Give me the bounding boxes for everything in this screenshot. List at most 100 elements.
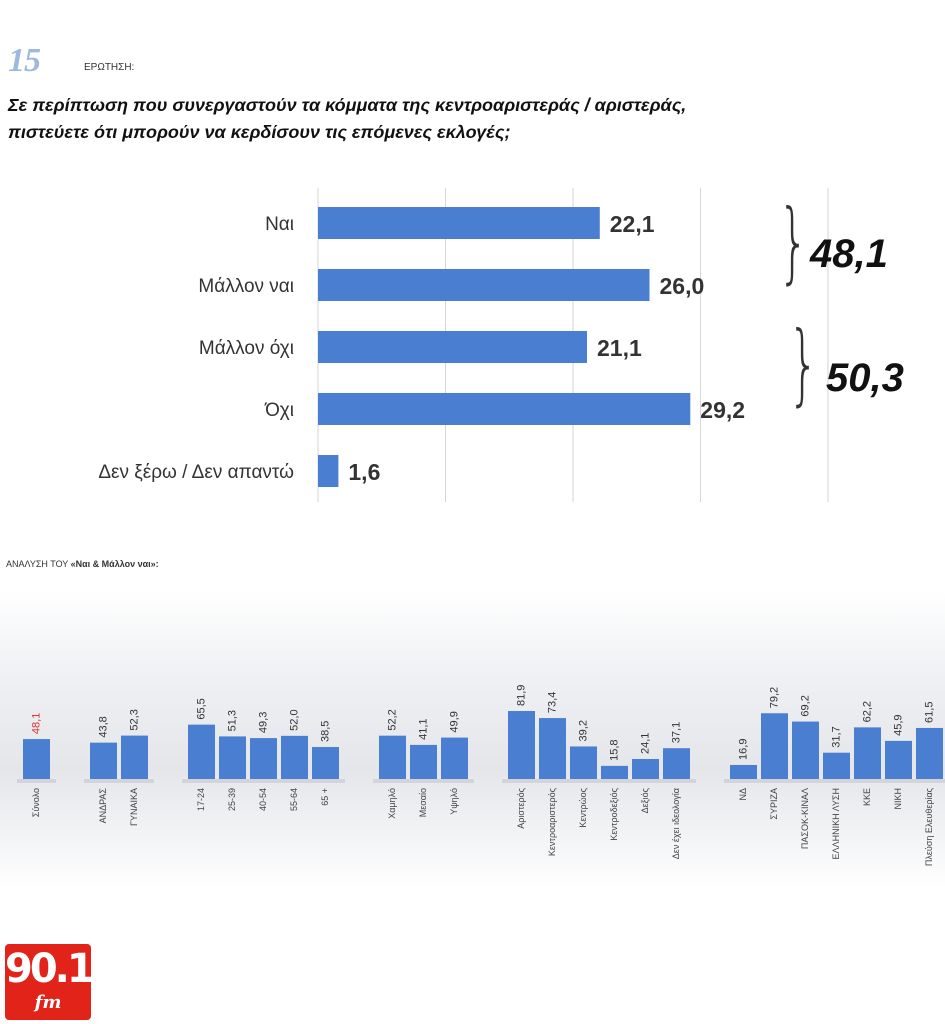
question-label: ΕΡΩΤΗΣΗ: xyxy=(84,62,135,73)
category-label: 40-54 xyxy=(258,788,268,811)
category-label: Δεν ξέρω / Δεν απαντώ xyxy=(98,462,294,483)
category-label: 17-24 xyxy=(196,788,206,811)
category-label: Κεντροδεξιός xyxy=(609,787,619,840)
value-label: 81,9 xyxy=(515,685,527,706)
category-label: 55-64 xyxy=(289,788,299,811)
group-shadow xyxy=(182,779,345,783)
value-label: 49,9 xyxy=(448,711,460,732)
category-label: ΝΔ xyxy=(738,788,748,801)
category-label: ΝΙΚΗ xyxy=(893,788,903,810)
bar xyxy=(219,736,246,779)
value-label: 16,9 xyxy=(737,739,749,760)
value-label: 37,1 xyxy=(670,722,682,743)
value-label: 38,5 xyxy=(319,721,331,742)
value-label: 43,8 xyxy=(97,716,109,737)
value-label: 52,3 xyxy=(128,709,140,730)
group-shadow xyxy=(724,779,945,783)
bar xyxy=(121,735,148,779)
value-label: 61,5 xyxy=(923,702,935,723)
no-total: 50,3 xyxy=(826,356,904,400)
category-label: ΕΛΛΗΝΙΚΗ ΛΥΣΗ xyxy=(831,788,841,859)
analysis-subject: «Ναι & Μάλλον ναι»: xyxy=(70,559,159,569)
category-label: ΠΑΣΟΚ-ΚΙΝΑΛ xyxy=(800,788,810,849)
category-label: Σύνολο xyxy=(31,788,41,817)
bar xyxy=(539,718,566,779)
category-label: Δεν έχει ιδεολογία xyxy=(671,788,681,859)
bar xyxy=(632,758,659,779)
value-label: 31,7 xyxy=(830,726,842,747)
category-label: Μεσαίο xyxy=(418,788,428,817)
value-label: 41,1 xyxy=(417,718,429,739)
category-label: Χαμηλό xyxy=(387,788,397,819)
category-label: Όχι xyxy=(264,400,294,421)
category-label: Μάλλον ναι xyxy=(198,276,294,297)
bar xyxy=(792,721,819,779)
category-label: Κεντρώος xyxy=(578,787,588,827)
bar xyxy=(885,740,912,779)
category-label: Αριστερός xyxy=(516,787,526,828)
bar xyxy=(410,744,437,779)
value-label: 48,1 xyxy=(30,713,42,734)
bar xyxy=(570,746,597,779)
breakdown-bar-chart: 48,1 Σύνολο 43,8 ΑΝΔΡΑΣ 52,3 ΓΥΝΑΙΚΑ 65,5 17-24… xyxy=(17,685,945,866)
value-label: 15,8 xyxy=(608,739,620,760)
value-label: 52,2 xyxy=(386,709,398,730)
category-label: Υψηλό xyxy=(449,788,459,815)
group-shadow xyxy=(17,779,56,783)
value-label: 29,2 xyxy=(700,397,745,423)
group-shadow xyxy=(84,779,154,783)
yes-total: 48,1 xyxy=(810,232,888,276)
analysis-prefix: ΑΝΑΛΥΣΗ ΤΟΥ xyxy=(6,559,71,569)
bar xyxy=(601,765,628,779)
category-label: 65 + xyxy=(320,788,330,806)
category-label: Κεντροαριστερός xyxy=(547,787,557,856)
bar xyxy=(663,748,690,779)
bar xyxy=(854,727,881,779)
category-label: Μάλλον όχι xyxy=(199,338,294,359)
no-brace: } xyxy=(788,312,819,415)
question-title-line1: Σε περίπτωση που συνεργαστούν τα κόμματα… xyxy=(8,95,687,115)
bar xyxy=(318,393,691,425)
value-label: 79,2 xyxy=(768,687,780,708)
radio-logo: 90.1 fm xyxy=(5,944,95,1020)
bar xyxy=(318,207,600,239)
value-label: 52,0 xyxy=(288,709,300,730)
value-label: 73,4 xyxy=(546,692,558,713)
category-label: Πλεύση Ελευθερίας xyxy=(924,787,934,866)
bar xyxy=(761,713,788,779)
bar xyxy=(250,738,277,779)
analysis-label: ΑΝΑΛΥΣΗ ΤΟΥ «Ναι & Μάλλον ναι»: xyxy=(6,559,159,569)
category-label: Ναι xyxy=(265,214,294,235)
bar xyxy=(318,269,650,301)
question-title: Σε περίπτωση που συνεργαστούν τα κόμματα… xyxy=(8,92,938,146)
bar xyxy=(281,735,308,779)
bar xyxy=(90,742,117,779)
value-label: 65,5 xyxy=(195,698,207,719)
value-label: 24,1 xyxy=(639,733,651,754)
bar xyxy=(508,711,535,779)
yes-brace: } xyxy=(778,190,809,293)
logo-suffix: fm xyxy=(34,992,62,1013)
bar xyxy=(188,724,215,779)
value-label: 39,2 xyxy=(577,720,589,741)
answers-bar-chart: Ναι 22,1 Μάλλον ναι 26,0 Μάλλον όχι 21,1 Όχι 29… xyxy=(98,188,829,502)
bar xyxy=(441,737,468,779)
bar xyxy=(916,727,943,779)
bar xyxy=(23,739,50,779)
value-label: 49,3 xyxy=(257,712,269,733)
value-label: 1,6 xyxy=(348,459,380,485)
category-label: ΓΥΝΑΙΚΑ xyxy=(129,788,139,826)
value-label: 26,0 xyxy=(660,273,705,299)
logo-number: 90.1 xyxy=(5,946,95,992)
bar xyxy=(823,752,850,779)
group-shadow xyxy=(502,779,696,783)
value-label: 69,2 xyxy=(799,695,811,716)
value-label: 45,9 xyxy=(892,714,904,735)
question-number: 15 xyxy=(8,42,41,79)
bar xyxy=(379,735,406,779)
category-label: ΚΚΕ xyxy=(862,788,872,806)
category-label: ΣΥΡΙΖΑ xyxy=(769,788,779,820)
value-label: 22,1 xyxy=(610,211,655,237)
value-label: 62,2 xyxy=(861,701,873,722)
category-label: ΑΝΔΡΑΣ xyxy=(98,788,108,824)
